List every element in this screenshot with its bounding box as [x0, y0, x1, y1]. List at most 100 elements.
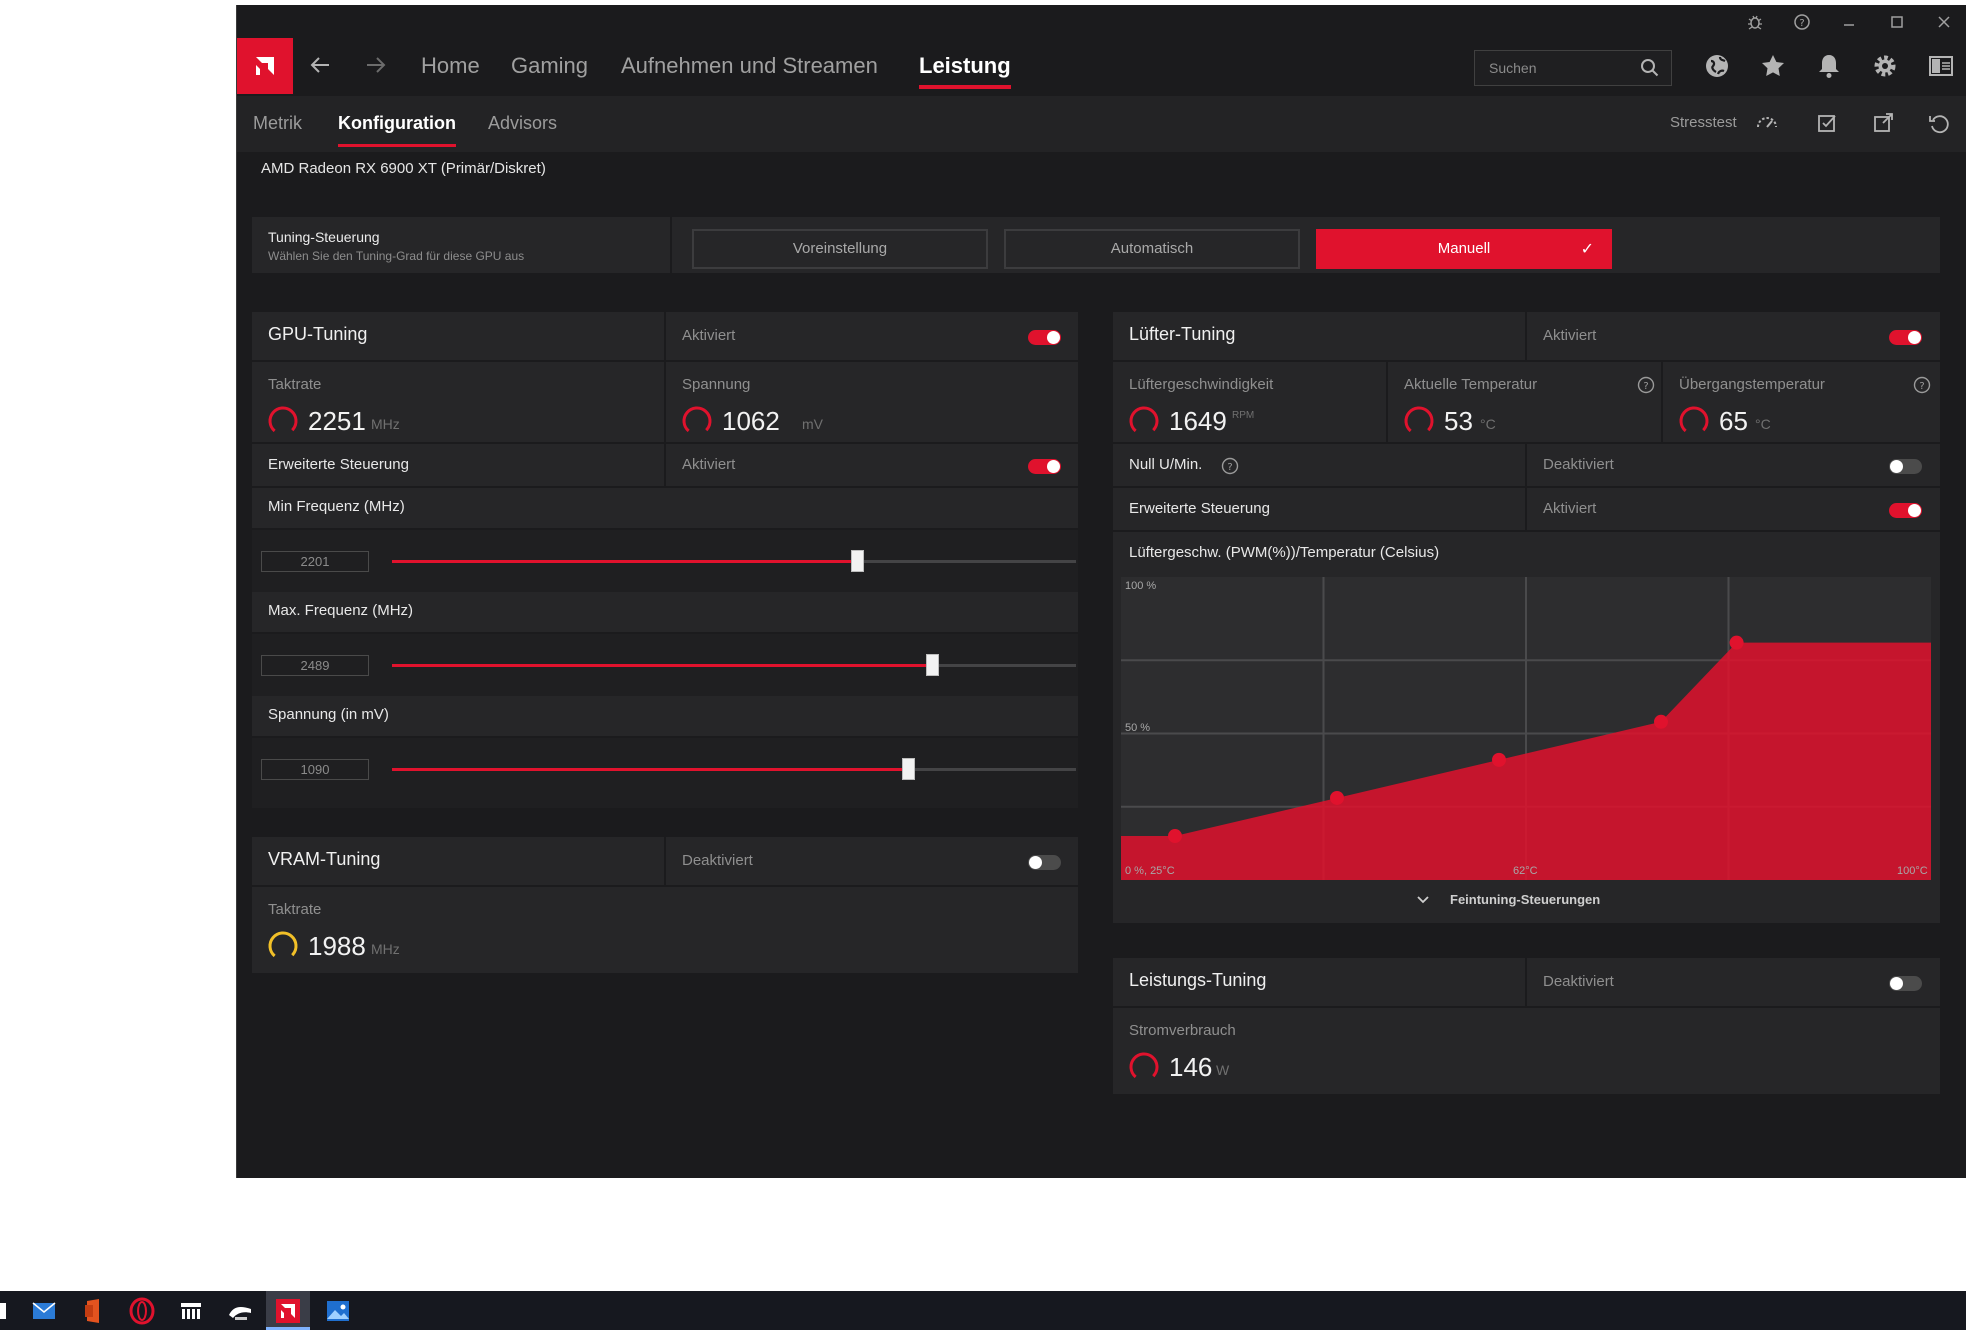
fan-curve-point-5[interactable]: [1729, 635, 1744, 650]
mail-icon[interactable]: [30, 1297, 58, 1325]
fan-advanced-toggle[interactable]: [1889, 503, 1922, 518]
game-icon[interactable]: [226, 1297, 254, 1325]
gpu-tuning-header: GPU-Tuning Aktiviert: [252, 312, 1078, 362]
bug-icon[interactable]: [1745, 13, 1765, 33]
max-frequency-header: Max. Frequenz (MHz): [252, 592, 1078, 634]
svg-text:?: ?: [1919, 381, 1924, 392]
current-temp-help-icon[interactable]: ?: [1637, 376, 1655, 394]
vram-clock-label: Taktrate: [268, 901, 322, 918]
zero-rpm-toggle[interactable]: [1889, 459, 1922, 474]
gpu-name: AMD Radeon RX 6900 XT (Primär/Diskret): [261, 160, 546, 177]
x-label-min: 0 %, 25°C: [1125, 865, 1175, 877]
nav-performance[interactable]: Leistung: [919, 53, 1011, 89]
fan-speed-label: Lüftergeschwindigkeit: [1129, 376, 1274, 393]
power-tuning-header: Leistungs-Tuning Deaktiviert: [1113, 958, 1940, 1008]
fan-tuning-toggle[interactable]: [1889, 330, 1922, 345]
opera-icon[interactable]: [128, 1297, 156, 1325]
clock-value: 2251: [308, 406, 366, 436]
amd-radeon-icon[interactable]: [274, 1297, 302, 1325]
apply-icon[interactable]: [1815, 111, 1839, 135]
gpu-advanced-toggle[interactable]: [1028, 459, 1061, 474]
fan-curve-header: Lüftergeschw. (PWM(%))/Temperatur (Celsi…: [1113, 532, 1940, 576]
gpu-tuning-toggle[interactable]: [1028, 330, 1061, 345]
min-frequency-input[interactable]: 2201: [261, 551, 369, 572]
app-grid-icon[interactable]: [177, 1297, 205, 1325]
voltage-input[interactable]: 1090: [261, 759, 369, 780]
tab-configuration[interactable]: Konfiguration: [338, 113, 456, 147]
gpu-tuning-panel: GPU-Tuning Aktiviert Taktrate 2251 MHz S…: [252, 312, 1078, 808]
manual-button[interactable]: Manuell ✓: [1316, 229, 1612, 269]
back-arrow-icon[interactable]: [309, 53, 331, 83]
radeon-software-window: ? Home Gaming Aufnehmen und Streamen Lei…: [236, 5, 1966, 1178]
nav-recording-streaming[interactable]: Aufnehmen und Streamen: [621, 53, 878, 78]
voltage-slider-row: 1090: [252, 738, 1078, 808]
zero-rpm-label-cell: Null U/Min. ?: [1113, 444, 1527, 486]
preset-button[interactable]: Voreinstellung: [692, 229, 988, 269]
power-tuning-panel: Leistungs-Tuning Deaktiviert Stromverbra…: [1113, 958, 1940, 1094]
svg-text:?: ?: [1799, 18, 1804, 29]
junction-temp-help-icon[interactable]: ?: [1913, 376, 1931, 394]
fan-advanced-label-cell: Erweiterte Steuerung: [1113, 488, 1527, 530]
fine-tuning-toggle[interactable]: Feintuning-Steuerungen: [1113, 880, 1940, 921]
sidebar-icon[interactable]: [1927, 52, 1955, 80]
export-icon[interactable]: [1871, 111, 1895, 135]
vram-tuning-header: VRAM-Tuning Deaktiviert: [252, 837, 1078, 887]
minimize-icon[interactable]: [1839, 13, 1859, 33]
bell-icon[interactable]: [1815, 52, 1843, 80]
tuning-control-subtitle: Wählen Sie den Tuning-Grad für diese GPU…: [268, 249, 525, 263]
nav-home[interactable]: Home: [421, 53, 480, 78]
tab-metrics[interactable]: Metrik: [253, 113, 302, 133]
reset-icon[interactable]: [1927, 111, 1951, 135]
amd-logo[interactable]: [237, 38, 293, 94]
power-value: 146: [1169, 1052, 1213, 1082]
fan-curve-point-2[interactable]: [1330, 790, 1344, 805]
globe-icon[interactable]: [1703, 52, 1731, 80]
power-tuning-toggle[interactable]: [1889, 976, 1922, 991]
automatic-button-label: Automatisch: [1110, 240, 1194, 257]
fan-curve-point-1[interactable]: [1168, 829, 1182, 844]
fan-speed-gauge-icon: [1129, 406, 1159, 436]
min-frequency-slider-fill: [392, 560, 858, 563]
search-box[interactable]: Suchen: [1474, 50, 1672, 86]
min-frequency-slider[interactable]: [392, 550, 1076, 572]
clock-unit: MHz: [371, 416, 400, 432]
search-icon[interactable]: [1639, 57, 1661, 79]
file-explorer-icon[interactable]: [0, 1297, 10, 1325]
maximize-icon[interactable]: [1887, 13, 1907, 33]
voltage-slider[interactable]: [392, 758, 1076, 780]
stresstest-label[interactable]: Stresstest: [1670, 114, 1737, 131]
gpu-tuning-status: Aktiviert: [682, 327, 736, 344]
check-icon: ✓: [1580, 241, 1594, 258]
gpu-tuning-title: GPU-Tuning: [268, 324, 368, 344]
star-icon[interactable]: [1759, 52, 1787, 80]
gpu-advanced-status: Aktiviert: [682, 456, 736, 473]
photos-icon[interactable]: [324, 1297, 352, 1325]
max-frequency-input[interactable]: 2489: [261, 655, 369, 676]
fan-curve-point-4[interactable]: [1654, 714, 1668, 729]
zero-rpm-help-icon[interactable]: ?: [1221, 457, 1239, 475]
forward-arrow-icon[interactable]: [365, 53, 387, 83]
automatic-button[interactable]: Automatisch: [1004, 229, 1300, 269]
voltage-slider-thumb[interactable]: [902, 758, 916, 780]
fan-curve-chart[interactable]: 100 % 50 % 0 %, 25°C 62°C 100°C: [1121, 577, 1931, 880]
current-temp-unit: °C: [1480, 416, 1496, 432]
y-tick-50: 50 %: [1125, 722, 1151, 734]
stresstest-icon[interactable]: [1755, 111, 1779, 135]
fan-advanced-control: Erweiterte Steuerung Aktiviert: [1113, 488, 1940, 532]
voltage-gauge-icon: [682, 406, 712, 436]
fan-curve-svg[interactable]: [1121, 577, 1931, 880]
vram-tuning-toggle[interactable]: [1028, 855, 1061, 870]
tuning-control-title: Tuning-Steuerung: [268, 229, 380, 245]
min-frequency-slider-thumb[interactable]: [851, 550, 865, 572]
gear-icon[interactable]: [1871, 52, 1899, 80]
nav-gaming[interactable]: Gaming: [511, 53, 589, 78]
vram-clock-unit: MHz: [371, 941, 400, 957]
close-icon[interactable]: [1934, 13, 1954, 33]
office-icon[interactable]: [79, 1297, 107, 1325]
fan-advanced-label: Erweiterte Steuerung: [1129, 500, 1270, 517]
help-icon[interactable]: ?: [1792, 13, 1812, 33]
tab-advisors[interactable]: Advisors: [488, 113, 558, 133]
fan-curve-point-3[interactable]: [1492, 752, 1506, 767]
max-frequency-slider-thumb[interactable]: [926, 654, 940, 676]
max-frequency-slider[interactable]: [392, 654, 1076, 676]
